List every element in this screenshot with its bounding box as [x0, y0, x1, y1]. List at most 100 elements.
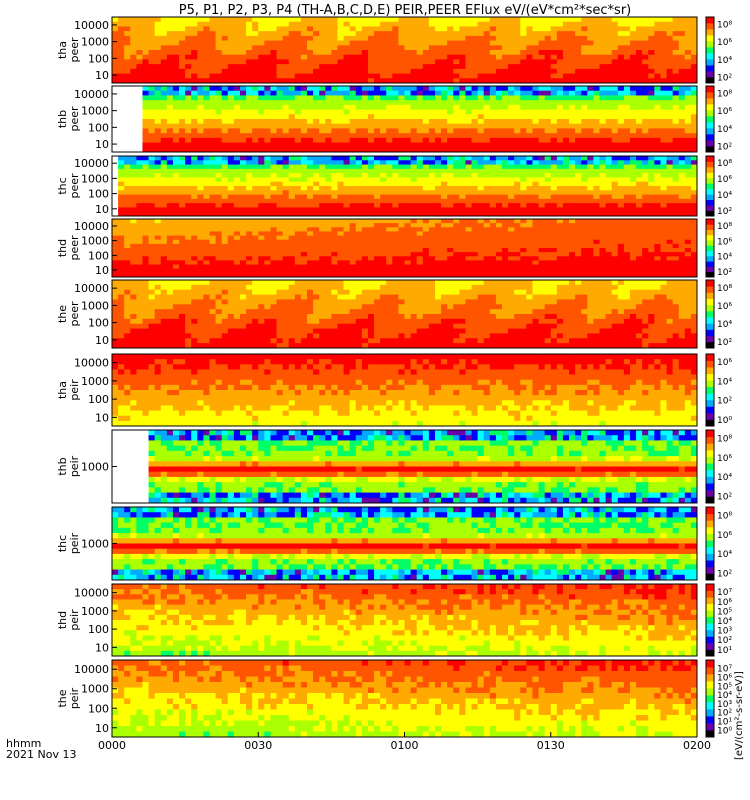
spectrogram-cell	[410, 194, 418, 200]
spectrogram-cell	[489, 168, 497, 174]
spectrogram-cell	[142, 35, 149, 41]
spectrogram-cell	[398, 68, 405, 74]
spectrogram-cell	[355, 168, 363, 174]
spectrogram-cell	[227, 123, 235, 129]
spectrogram-cell	[282, 168, 290, 174]
spectrogram-cell	[495, 21, 503, 27]
spectrogram-cell	[154, 64, 162, 70]
spectrogram-cell	[666, 73, 674, 79]
spectrogram-cell	[288, 21, 296, 27]
spectrogram-cell	[221, 73, 229, 79]
spectrogram-cell	[465, 133, 472, 139]
spectrogram-cell	[191, 160, 198, 165]
spectrogram-cell	[447, 243, 454, 249]
spectrogram-cell	[398, 272, 405, 278]
spectrogram-cell	[270, 227, 277, 232]
spectrogram-cell	[520, 268, 527, 274]
spectrogram-cell	[520, 173, 527, 178]
spectrogram-cell	[136, 31, 143, 37]
spectrogram-cell	[276, 194, 284, 200]
spectrogram-cell	[623, 90, 631, 96]
spectrogram-cell	[386, 35, 393, 41]
spectrogram-cell	[434, 227, 442, 232]
colorbar-segment	[706, 35, 714, 42]
spectrogram-cell	[179, 164, 186, 170]
spectrogram-cell	[337, 147, 344, 153]
spectrogram-cell	[154, 50, 162, 56]
colorbar-segment	[706, 77, 714, 84]
spectrogram-cell	[642, 17, 649, 23]
spectrogram-cell	[441, 123, 448, 129]
spectrogram-cell	[569, 59, 576, 65]
spectrogram-cell	[672, 123, 680, 129]
spectrogram-cell	[221, 123, 229, 129]
spectrogram-cell	[154, 211, 162, 217]
spectrogram-cell	[258, 35, 265, 41]
spectrogram-cell	[160, 235, 168, 241]
spectrogram-cell	[410, 73, 418, 79]
spectrogram-cell	[441, 203, 448, 208]
spectrogram-cell	[422, 243, 430, 249]
spectrogram-cell	[660, 164, 667, 170]
spectrogram-cell	[398, 203, 405, 208]
y-tick-label: 10000	[74, 19, 109, 32]
spectrogram-cell	[300, 223, 308, 228]
spectrogram-cell	[337, 50, 344, 56]
spectrogram-cell	[282, 78, 290, 84]
spectrogram-cell	[575, 164, 582, 170]
spectrogram-cell	[477, 137, 485, 143]
spectrogram-cell	[179, 50, 186, 56]
spectrogram-cell	[313, 160, 320, 165]
spectrogram-cell	[642, 73, 649, 79]
spectrogram-cell	[416, 223, 424, 228]
spectrogram-cell	[441, 31, 448, 37]
spectrogram-cell	[246, 26, 253, 32]
spectrogram-cell	[471, 86, 479, 92]
spectrogram-cell	[154, 119, 162, 125]
spectrogram-cell	[166, 40, 174, 46]
spectrogram-cell	[508, 86, 515, 92]
spectrogram-cell	[636, 17, 643, 23]
spectrogram-cell	[453, 243, 460, 249]
spectrogram-cell	[544, 156, 552, 161]
spectrogram-cell	[508, 211, 515, 217]
spectrogram-cell	[325, 156, 332, 161]
spectrogram-cell	[337, 190, 344, 195]
spectrogram-cell	[227, 173, 235, 178]
spectrogram-cell	[215, 164, 223, 170]
spectrogram-cell	[361, 198, 369, 204]
colorbar-segment	[706, 140, 714, 147]
spectrogram-cell	[276, 219, 284, 224]
spectrogram-cell	[581, 68, 588, 74]
spectrogram-cell	[130, 207, 137, 213]
spectrogram-cell	[636, 26, 643, 32]
spectrogram-cell	[239, 239, 247, 245]
spectrogram-cell	[416, 268, 424, 274]
spectrogram-cell	[215, 239, 223, 245]
spectrogram-cell	[550, 45, 558, 51]
spectrogram-cell	[642, 95, 649, 101]
spectrogram-cell	[477, 198, 485, 204]
spectrogram-cell	[166, 31, 174, 37]
spectrogram-cell	[483, 68, 491, 74]
spectrogram-cell	[599, 104, 606, 110]
spectrogram-cell	[660, 147, 667, 153]
spectrogram-cell	[587, 73, 594, 79]
spectrogram-cell	[550, 147, 558, 153]
spectrogram-cell	[215, 194, 223, 200]
spectrogram-cell	[294, 235, 302, 241]
spectrogram-cell	[197, 35, 204, 41]
spectrogram-cell	[361, 268, 369, 274]
spectrogram-cell	[660, 142, 667, 148]
spectrogram-cell	[221, 239, 229, 245]
spectrogram-cell	[227, 260, 235, 265]
spectrogram-cell	[483, 64, 491, 70]
spectrogram-cell	[288, 198, 296, 204]
spectrogram-cell	[264, 186, 271, 191]
spectrogram-cell	[587, 147, 594, 153]
spectrogram-cell	[191, 194, 198, 200]
spectrogram-cell	[441, 223, 448, 228]
spectrogram-cell	[185, 95, 192, 101]
spectrogram-cell	[526, 54, 533, 60]
spectrogram-cell	[508, 50, 515, 56]
